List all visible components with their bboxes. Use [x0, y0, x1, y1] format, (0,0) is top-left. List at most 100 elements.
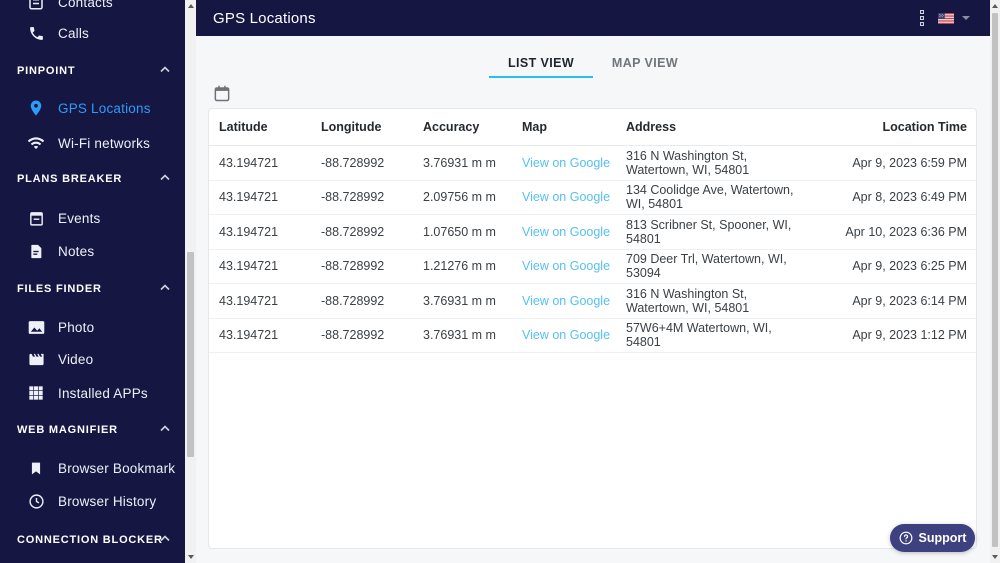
location-time-cell: Apr 10, 2023 6:36 PM — [845, 224, 967, 239]
sidebar-section-label: WEB MAGNIFIER — [17, 424, 118, 436]
chevron-up-icon — [159, 283, 171, 291]
kebab-menu-icon[interactable] — [918, 8, 926, 28]
column-header-location-time: Location Time — [882, 120, 967, 134]
scroll-down-arrow[interactable] — [990, 551, 1000, 563]
date-filter-button[interactable] — [213, 85, 233, 103]
sidebar-item-notes[interactable]: Notes — [0, 234, 185, 268]
sidebar-item-installed-apps[interactable]: Installed APPs — [0, 376, 185, 410]
sidebar-item-label: Notes — [58, 243, 95, 259]
sidebar-section-label: CONNECTION BLOCKER — [17, 534, 163, 546]
chevron-up-icon — [159, 534, 171, 542]
support-button[interactable]: Support — [890, 524, 975, 552]
page-scrollbar-thumb[interactable] — [992, 13, 998, 547]
sidebar-section-pinpoint[interactable]: PINPOINT — [0, 54, 185, 88]
location-time-cell: Apr 9, 2023 6:14 PM — [852, 293, 967, 308]
sidebar-item-photo[interactable]: Photo — [0, 310, 185, 344]
accuracy-cell: 2.09756 m m — [423, 190, 496, 205]
address-cell: 134 Coolidge Ave, Watertown, WI, 54801 — [626, 183, 794, 212]
sidebar-item-label: Video — [58, 351, 94, 367]
scroll-up-arrow[interactable] — [185, 0, 196, 12]
sidebar-item-events[interactable]: Events — [0, 201, 185, 235]
chevron-down-icon — [962, 16, 970, 20]
sidebar-item-label: Contacts — [58, 0, 113, 10]
table-header-row: Latitude Longitude Accuracy Map Address … — [209, 109, 976, 146]
longitude-cell: -88.728992 — [321, 259, 385, 274]
sidebar-item-label: Browser Bookmark — [58, 460, 176, 476]
clock-icon — [27, 492, 45, 510]
location-time-cell: Apr 9, 2023 6:59 PM — [852, 155, 967, 170]
sidebar-item-calls[interactable]: Calls — [0, 16, 185, 50]
view-on-google-link[interactable]: View on Google — [522, 224, 611, 239]
column-header-latitude: Latitude — [219, 120, 268, 134]
address-cell: 316 N Washington St, Watertown, WI, 5480… — [626, 286, 750, 315]
address-cell: 57W6+4M Watertown, WI, 54801 — [626, 321, 772, 350]
tab-map-view[interactable]: MAP VIEW — [611, 56, 679, 70]
sidebar-section-web-magnifier[interactable]: WEB MAGNIFIER — [0, 413, 185, 447]
accuracy-cell: 1.07650 m m — [423, 224, 496, 239]
chevron-up-icon — [159, 65, 171, 73]
sidebar-item-label: Browser History — [58, 493, 157, 509]
sidebar-item-contacts[interactable]: Contacts — [0, 0, 185, 19]
table-row: 43.194721 -88.728992 3.76931 m m View on… — [209, 319, 976, 353]
sidebar-item-label: GPS Locations — [58, 100, 151, 116]
sidebar-item-wifi-networks[interactable]: Wi-Fi networks — [0, 126, 185, 160]
view-on-google-link[interactable]: View on Google — [522, 328, 611, 343]
sidebar-item-gps-locations[interactable]: GPS Locations — [0, 91, 185, 125]
longitude-cell: -88.728992 — [321, 190, 385, 205]
scroll-up-arrow[interactable] — [990, 0, 1000, 12]
latitude-cell: 43.194721 — [219, 328, 279, 343]
view-on-google-link[interactable]: View on Google — [522, 293, 611, 308]
sidebar-section-connection-blocker[interactable]: CONNECTION BLOCKER — [0, 523, 185, 557]
address-cell: 709 Deer Trl, Watertown, WI, 53094 — [626, 252, 787, 281]
calendar-icon — [213, 85, 233, 102]
view-on-google-link[interactable]: View on Google — [522, 259, 611, 274]
column-header-map: Map — [522, 120, 547, 134]
accuracy-cell: 3.76931 m m — [423, 155, 496, 170]
page-scrollbar[interactable] — [990, 0, 1000, 563]
bookmark-icon — [27, 459, 45, 477]
main-content: GPS Locations LIST VIEW MAP VIEW Latitud… — [196, 0, 990, 563]
us-flag-icon — [938, 12, 954, 24]
sidebar-item-browser-history[interactable]: Browser History — [0, 484, 185, 518]
sidebar-scrollbar-thumb[interactable] — [187, 252, 194, 457]
gps-locations-table: Latitude Longitude Accuracy Map Address … — [208, 108, 977, 549]
latitude-cell: 43.194721 — [219, 293, 279, 308]
sidebar-section-files-finder[interactable]: FILES FINDER — [0, 272, 185, 306]
address-cell: 813 Scribner St, Spooner, WI, 54801 — [626, 217, 792, 246]
location-time-cell: Apr 9, 2023 1:12 PM — [852, 328, 967, 343]
scroll-down-arrow[interactable] — [185, 551, 196, 563]
sidebar-scrollbar[interactable] — [185, 0, 196, 563]
chevron-up-icon — [159, 173, 171, 181]
latitude-cell: 43.194721 — [219, 190, 279, 205]
table-row: 43.194721 -88.728992 3.76931 m m View on… — [209, 146, 976, 181]
language-selector[interactable] — [938, 12, 970, 24]
main-header: GPS Locations — [196, 0, 990, 36]
location-time-cell: Apr 8, 2023 6:49 PM — [852, 190, 967, 205]
sidebar-item-browser-bookmark[interactable]: Browser Bookmark — [0, 451, 185, 485]
view-tabs: LIST VIEW MAP VIEW — [196, 50, 990, 78]
video-icon — [27, 350, 45, 368]
longitude-cell: -88.728992 — [321, 155, 385, 170]
sidebar-item-label: Wi-Fi networks — [58, 135, 151, 151]
sidebar-item-label: Events — [58, 210, 101, 226]
accuracy-cell: 3.76931 m m — [423, 293, 496, 308]
accuracy-cell: 3.76931 m m — [423, 328, 496, 343]
view-on-google-link[interactable]: View on Google — [522, 155, 611, 170]
sidebar-item-label: Photo — [58, 319, 95, 335]
latitude-cell: 43.194721 — [219, 259, 279, 274]
table-row: 43.194721 -88.728992 1.07650 m m View on… — [209, 215, 976, 250]
location-pin-icon — [27, 99, 45, 117]
sidebar: Contacts Calls PINPOINT GPS Locations Wi… — [0, 0, 185, 563]
longitude-cell: -88.728992 — [321, 328, 385, 343]
apps-grid-icon — [27, 384, 45, 402]
contacts-icon — [27, 0, 45, 11]
sidebar-item-video[interactable]: Video — [0, 342, 185, 376]
view-on-google-link[interactable]: View on Google — [522, 190, 611, 205]
sidebar-section-label: PLANS BREAKER — [17, 173, 123, 185]
sidebar-item-label: Installed APPs — [58, 385, 148, 401]
column-header-longitude: Longitude — [321, 120, 382, 134]
latitude-cell: 43.194721 — [219, 155, 279, 170]
sidebar-section-plans-breaker[interactable]: PLANS BREAKER — [0, 162, 185, 196]
tab-list-view[interactable]: LIST VIEW — [489, 50, 593, 78]
accuracy-cell: 1.21276 m m — [423, 259, 496, 274]
